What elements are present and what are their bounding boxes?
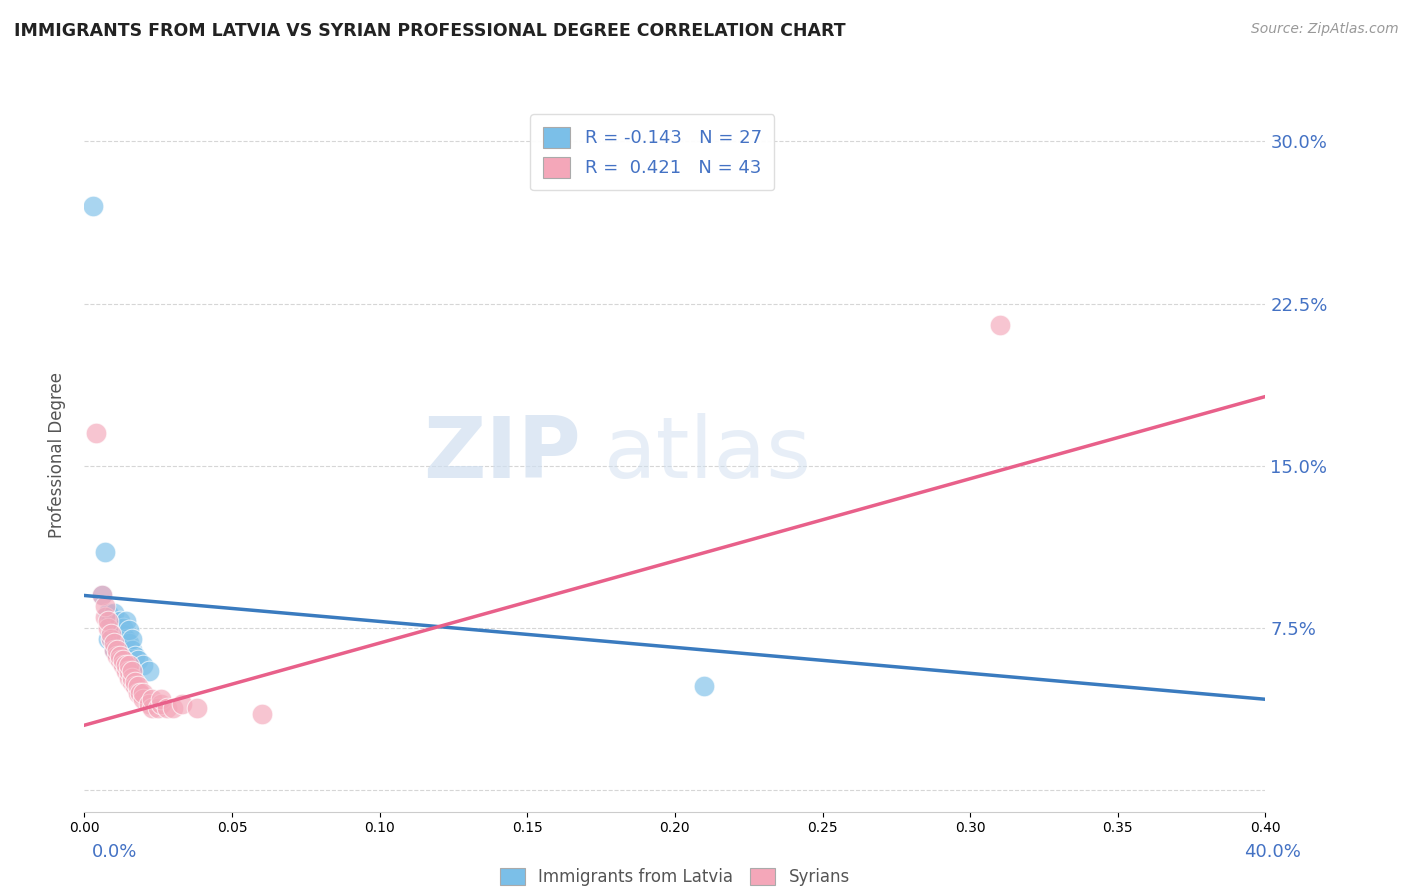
Point	[111, 653, 134, 667]
Legend: Immigrants from Latvia, Syrians: Immigrants from Latvia, Syrians	[491, 858, 859, 892]
Point	[103, 627, 125, 641]
Point	[94, 610, 117, 624]
Point	[105, 642, 128, 657]
Point	[100, 615, 122, 629]
Point	[114, 657, 136, 672]
Text: atlas: atlas	[605, 413, 813, 497]
Point	[127, 679, 149, 693]
Point	[103, 642, 125, 657]
Point	[103, 606, 125, 620]
Point	[94, 599, 117, 614]
Point	[94, 545, 117, 559]
Point	[114, 632, 136, 646]
Text: IMMIGRANTS FROM LATVIA VS SYRIAN PROFESSIONAL DEGREE CORRELATION CHART: IMMIGRANTS FROM LATVIA VS SYRIAN PROFESS…	[14, 22, 845, 40]
Point	[124, 648, 146, 663]
Point	[108, 615, 131, 629]
Point	[105, 621, 128, 635]
Text: 40.0%: 40.0%	[1244, 843, 1301, 861]
Text: ZIP: ZIP	[423, 413, 581, 497]
Point	[138, 664, 160, 678]
Point	[150, 692, 173, 706]
Point	[141, 701, 163, 715]
Point	[121, 642, 143, 657]
Point	[103, 636, 125, 650]
Point	[108, 632, 131, 646]
Point	[118, 671, 141, 685]
Point	[148, 701, 170, 715]
Point	[97, 606, 120, 620]
Point	[121, 664, 143, 678]
Point	[97, 632, 120, 646]
Text: Source: ZipAtlas.com: Source: ZipAtlas.com	[1251, 22, 1399, 37]
Point	[100, 627, 122, 641]
Point	[97, 615, 120, 629]
Point	[114, 615, 136, 629]
Point	[121, 632, 143, 646]
Point	[105, 636, 128, 650]
Point	[82, 199, 104, 213]
Point	[111, 627, 134, 641]
Point	[84, 426, 107, 441]
Point	[118, 664, 141, 678]
Point	[100, 632, 122, 646]
Point	[97, 621, 120, 635]
Point	[121, 671, 143, 685]
Point	[132, 692, 155, 706]
Point	[162, 701, 184, 715]
Point	[118, 657, 141, 672]
Point	[186, 701, 208, 715]
Point	[108, 653, 131, 667]
Point	[127, 686, 149, 700]
Point	[105, 648, 128, 663]
Point	[118, 636, 141, 650]
Point	[91, 589, 114, 603]
Point	[100, 632, 122, 646]
Point	[103, 642, 125, 657]
Point	[118, 623, 141, 637]
Point	[129, 686, 152, 700]
Point	[138, 697, 160, 711]
Point	[988, 318, 1011, 333]
Point	[111, 621, 134, 635]
Point	[124, 675, 146, 690]
Point	[108, 648, 131, 663]
Point	[250, 707, 273, 722]
Point	[127, 653, 149, 667]
Point	[114, 664, 136, 678]
Point	[170, 697, 193, 711]
Point	[693, 679, 716, 693]
Point	[156, 701, 179, 715]
Point	[111, 657, 134, 672]
Point	[124, 679, 146, 693]
Point	[132, 686, 155, 700]
Point	[121, 675, 143, 690]
Y-axis label: Professional Degree: Professional Degree	[48, 372, 66, 538]
Point	[150, 697, 173, 711]
Point	[132, 657, 155, 672]
Point	[141, 692, 163, 706]
Point	[91, 589, 114, 603]
Text: 0.0%: 0.0%	[91, 843, 136, 861]
